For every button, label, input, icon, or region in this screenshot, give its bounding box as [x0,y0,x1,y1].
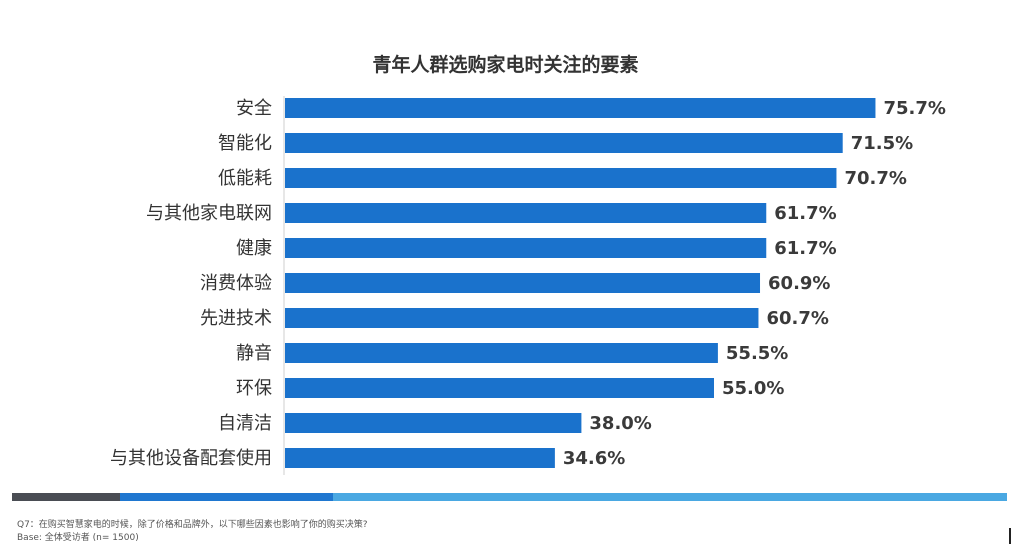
value-label: 75.7% [883,98,945,119]
value-label: 71.5% [851,133,913,154]
value-label: 34.6% [563,448,625,469]
footer-band-light [333,493,1007,501]
category-label: 低能耗 [218,168,272,189]
value-label: 55.0% [722,378,784,399]
bar [285,238,767,258]
bar-chart: 安全 75.7% 智能化 71.5% 低能耗 70.7% 与其他家电联网 61.7% 健康 61.… [110,96,946,475]
bar [285,168,837,188]
category-label: 先进技术 [200,308,272,329]
category-label: 安全 [236,98,272,119]
value-label: 38.0% [589,413,651,434]
bar [285,448,555,468]
category-label: 消费体验 [200,273,272,294]
value-label: 61.7% [774,203,836,224]
category-label: 自清洁 [218,413,272,434]
footer-band-dark [12,493,120,501]
footnote-base: Base: 全体受访者 (n= 1500) [17,533,139,543]
category-label: 环保 [236,378,272,399]
bar [285,413,582,433]
category-label: 智能化 [218,133,272,154]
bars-group: 安全 75.7% 智能化 71.5% 低能耗 70.7% 与其他家电联网 61.7% 健康 61.… [110,98,946,469]
bar [285,378,714,398]
text-cursor-mark [1009,528,1011,544]
value-label: 70.7% [844,168,906,189]
category-label: 与其他家电联网 [146,203,272,224]
bar [285,308,759,328]
value-label: 60.9% [768,273,830,294]
value-label: 60.7% [766,308,828,329]
footer-band-mid [120,493,333,501]
category-label: 静音 [236,343,272,364]
value-label: 61.7% [774,238,836,259]
bar [285,203,767,223]
chart-title: 青年人群选购家电时关注的要素 [372,54,639,76]
footnote-question: Q7：在购买智慧家电的时候，除了价格和品牌外，以下哪些因素也影响了你的购买决策? [17,520,368,530]
category-label: 与其他设备配套使用 [110,448,272,469]
category-label: 健康 [236,238,272,259]
bar [285,343,718,363]
bar [285,273,761,293]
value-label: 55.5% [726,343,788,364]
bar [285,98,876,118]
bar [285,133,843,153]
